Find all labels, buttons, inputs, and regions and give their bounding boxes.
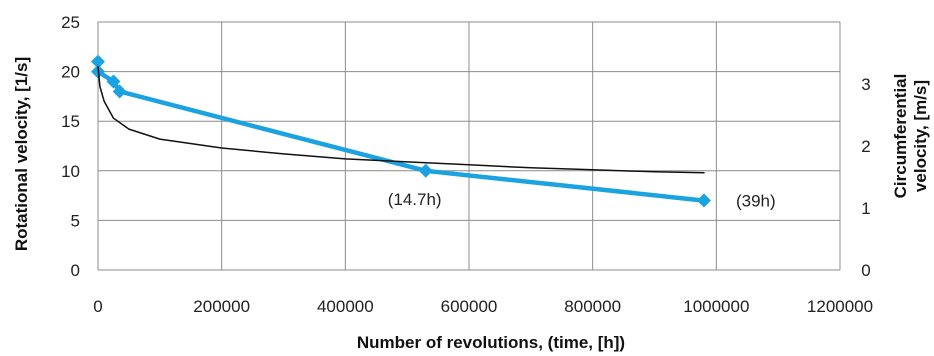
y-axis-title: Rotational velocity, [1/s]: [12, 57, 31, 251]
y-tick-label: 15: [61, 112, 80, 131]
y2-tick-label: 1: [861, 199, 870, 218]
x-axis-title: Number of revolutions, (time, [h]): [357, 333, 625, 352]
trend-curve: [97, 65, 705, 174]
x-tick-label: 1000000: [683, 297, 749, 316]
x-tick-label: 1200000: [807, 297, 873, 316]
rotational-velocity-line: [95, 59, 707, 203]
y-tick-label: 0: [71, 261, 80, 280]
y-tick-label: 10: [61, 162, 80, 181]
y2-axis-title-line2: velocity, [m/s]: [911, 80, 930, 192]
y2-axis-title-line1: Circumferential: [891, 74, 910, 199]
x-tick-label: 0: [93, 297, 102, 316]
grid: [97, 21, 841, 271]
annotation-label: (14.7h): [388, 190, 442, 209]
annotation-label: (39h): [736, 192, 776, 211]
y-tick-label: 25: [61, 13, 80, 32]
data-point-marker: [696, 193, 711, 208]
y2-tick-label: 0: [861, 261, 870, 280]
data-point-marker: [106, 74, 121, 89]
x-tick-label: 600000: [441, 297, 498, 316]
annotations: (14.7h) (39h): [388, 190, 776, 211]
x-tick-label: 200000: [193, 297, 250, 316]
y-tick-label: 20: [61, 63, 80, 82]
data-point-marker: [112, 84, 127, 99]
x-tick-label: 400000: [317, 297, 374, 316]
series-layer: [91, 54, 711, 208]
data-point-marker: [418, 163, 433, 178]
y2-tick-label: 3: [861, 75, 870, 94]
x-tick-label: 800000: [564, 297, 621, 316]
data-point-marker: [91, 54, 105, 69]
y2-tick-label: 2: [861, 137, 870, 156]
y-tick-label: 5: [71, 211, 80, 230]
